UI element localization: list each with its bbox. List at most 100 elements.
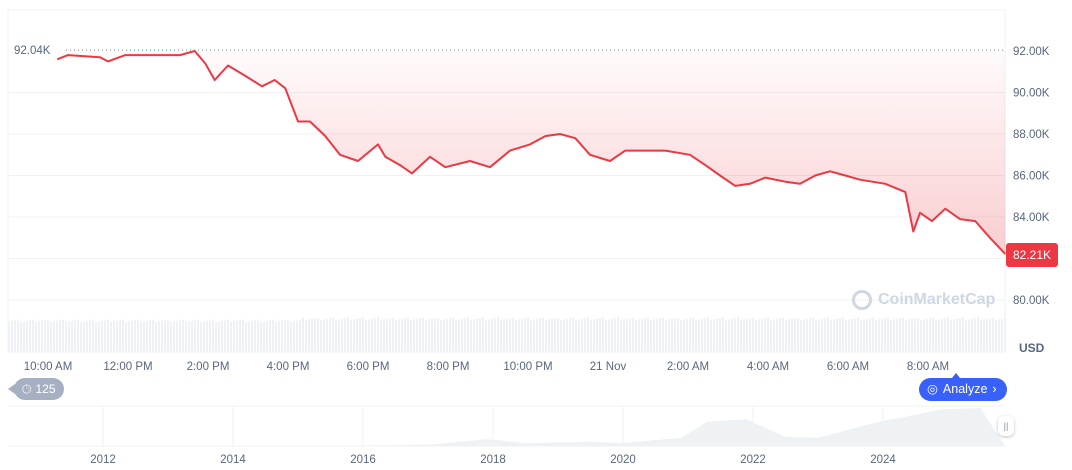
volume-bar — [35, 322, 37, 352]
volume-bar — [884, 318, 886, 352]
volume-bar — [620, 320, 622, 352]
volume-bar — [152, 319, 154, 352]
volume-bar — [188, 321, 190, 352]
volume-bar — [548, 319, 550, 352]
x-tick-label: 2:00 PM — [187, 361, 230, 373]
x-tick-label: 10:00 PM — [503, 361, 552, 373]
y-tick-label: 80.00K — [1013, 295, 1050, 307]
volume-bar — [380, 320, 382, 352]
volume-bar — [368, 319, 370, 352]
volume-bar — [23, 321, 25, 352]
volume-bar — [56, 320, 58, 352]
history-button[interactable]: 🕒︎ 125 — [8, 378, 64, 400]
volume-bar — [725, 320, 727, 352]
volume-bar — [887, 317, 889, 352]
volume-bar — [260, 322, 262, 352]
volume-bar — [281, 320, 283, 352]
volume-bar — [287, 319, 289, 352]
currency-label: USD — [1019, 341, 1045, 355]
volume-bar — [536, 318, 538, 352]
volume-bar — [605, 320, 607, 352]
volume-bar — [800, 320, 802, 352]
volume-bar — [470, 320, 472, 352]
volume-bar — [20, 322, 22, 352]
volume-bar — [146, 320, 148, 352]
volume-bar — [911, 318, 913, 352]
volume-bar — [65, 322, 67, 352]
price-line — [56, 50, 1007, 255]
volume-bar — [11, 320, 13, 352]
volume-bar — [968, 319, 970, 352]
volume-bar — [140, 322, 142, 352]
volume-bar — [296, 320, 298, 352]
volume-bar — [119, 320, 121, 352]
volume-bar — [500, 320, 502, 352]
volume-bar — [734, 318, 736, 352]
volume-bar — [641, 318, 643, 352]
volume-bar — [920, 320, 922, 352]
volume-bar — [569, 318, 571, 352]
volume-bar — [257, 319, 259, 352]
volume-bar — [782, 317, 784, 352]
volume-bar — [77, 319, 79, 352]
volume-bar — [1004, 318, 1006, 352]
volume-bar — [104, 320, 106, 352]
chat-logo-icon: ◎ — [927, 382, 938, 396]
volume-bar — [359, 318, 361, 352]
analyze-button[interactable]: ◎ Analyze › — [919, 373, 1007, 401]
watermark: CoinMarketCap — [852, 290, 995, 310]
volume-bar — [719, 318, 721, 352]
volume-bar — [893, 319, 895, 352]
volume-bar — [770, 320, 772, 352]
volume-bar — [821, 318, 823, 352]
volume-bar — [545, 320, 547, 352]
volume-bar — [314, 318, 316, 352]
navigator-year-label: 2012 — [90, 454, 116, 466]
navigator-area — [8, 408, 1005, 446]
volume-bar — [221, 320, 223, 352]
volume-bar — [758, 319, 760, 352]
volume-bar — [560, 320, 562, 352]
volume-bar — [71, 320, 73, 352]
volume-bar — [566, 318, 568, 352]
volume-bar — [776, 318, 778, 352]
volume-bar — [362, 317, 364, 352]
volume-bar — [623, 319, 625, 352]
volume-bar — [926, 318, 928, 352]
volume-bar — [839, 318, 841, 352]
volume-bar — [677, 317, 679, 352]
navigator-handle[interactable]: || — [998, 416, 1014, 436]
volume-bar — [350, 320, 352, 352]
volume-bar — [890, 320, 892, 352]
y-tick-label: 86.00K — [1013, 171, 1050, 183]
volume-bar — [131, 320, 133, 352]
volume-bar — [245, 322, 247, 352]
volume-bar — [143, 321, 145, 352]
volume-bar — [809, 318, 811, 352]
volume-bar — [653, 319, 655, 352]
analyze-label: Analyze — [942, 382, 988, 396]
volume-bar — [542, 317, 544, 352]
volume-bar — [668, 319, 670, 352]
volume-bar — [113, 321, 115, 352]
high-price-label: 92.04K — [14, 45, 51, 57]
volume-bar — [803, 319, 805, 352]
volume-bar — [521, 318, 523, 352]
volume-bar — [428, 319, 430, 352]
volume-bar — [134, 320, 136, 352]
volume-bar — [128, 321, 130, 352]
volume-bar — [746, 318, 748, 352]
volume-bar — [476, 318, 478, 352]
volume-bar — [269, 320, 271, 352]
volume-bar — [431, 318, 433, 352]
volume-bar — [710, 320, 712, 352]
volume-bar — [845, 320, 847, 352]
area-fill — [57, 50, 1006, 255]
volume-bar — [941, 318, 943, 352]
volume-bar — [575, 320, 577, 352]
volume-bar — [617, 317, 619, 352]
volume-bar — [662, 317, 664, 352]
volume-bar — [743, 319, 745, 352]
volume-bar — [971, 318, 973, 352]
